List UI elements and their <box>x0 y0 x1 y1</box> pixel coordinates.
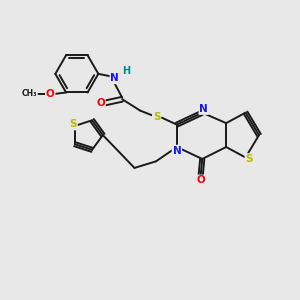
Text: N: N <box>200 104 208 114</box>
Text: O: O <box>96 98 105 108</box>
Text: N: N <box>172 146 181 156</box>
Text: S: S <box>70 119 77 129</box>
Text: N: N <box>110 73 119 83</box>
Text: S: S <box>153 112 160 122</box>
Text: S: S <box>245 154 253 164</box>
Text: CH₃: CH₃ <box>22 89 37 98</box>
Text: H: H <box>122 66 130 76</box>
Text: O: O <box>46 89 55 99</box>
Text: O: O <box>196 176 205 185</box>
